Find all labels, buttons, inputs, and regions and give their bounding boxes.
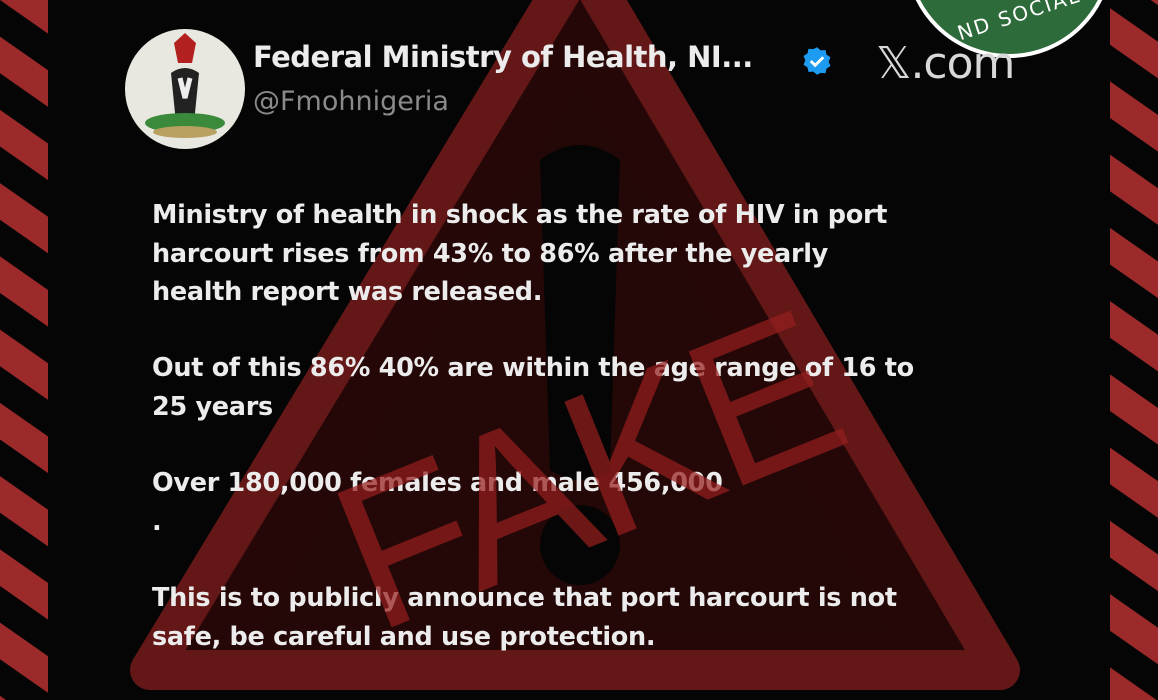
avatar [125,29,245,149]
text-line: . [152,506,162,537]
text-line: safe, be careful and use protection. [152,621,656,652]
left-hazard-stripes [0,0,48,700]
exclamation-bar [540,145,620,480]
site-label: 𝕏.com [876,38,1015,89]
text-line: harcourt rises from 43% to 86% after the… [152,238,828,269]
text-line: 25 years [152,391,273,422]
tweet-paragraph: Ministry of health in shock as the rate … [152,196,887,312]
text-line: health report was released. [152,277,543,307]
text-line: Ministry of health in shock as the rate … [152,200,888,230]
text-line: Over 180,000 females and male 456,000 [152,468,723,498]
text-line: Out of this 86% 40% are within the age r… [152,353,914,383]
exclamation-dot [540,505,620,585]
account-handle[interactable]: @Fmohnigeria [253,86,449,117]
tweet-paragraph: Over 180,000 females and male 456,000 . [152,464,723,541]
right-hazard-stripes [1110,0,1158,700]
warning-triangle-icon [130,0,1020,690]
text-line: This is to publicly announce that port h… [152,583,897,613]
verified-badge-icon [803,47,831,75]
tweet-paragraph: This is to publicly announce that port h… [152,579,897,656]
tweet-paragraph: Out of this 86% 40% are within the age r… [152,349,914,426]
account-name[interactable]: Federal Ministry of Health, NI... [253,40,753,74]
